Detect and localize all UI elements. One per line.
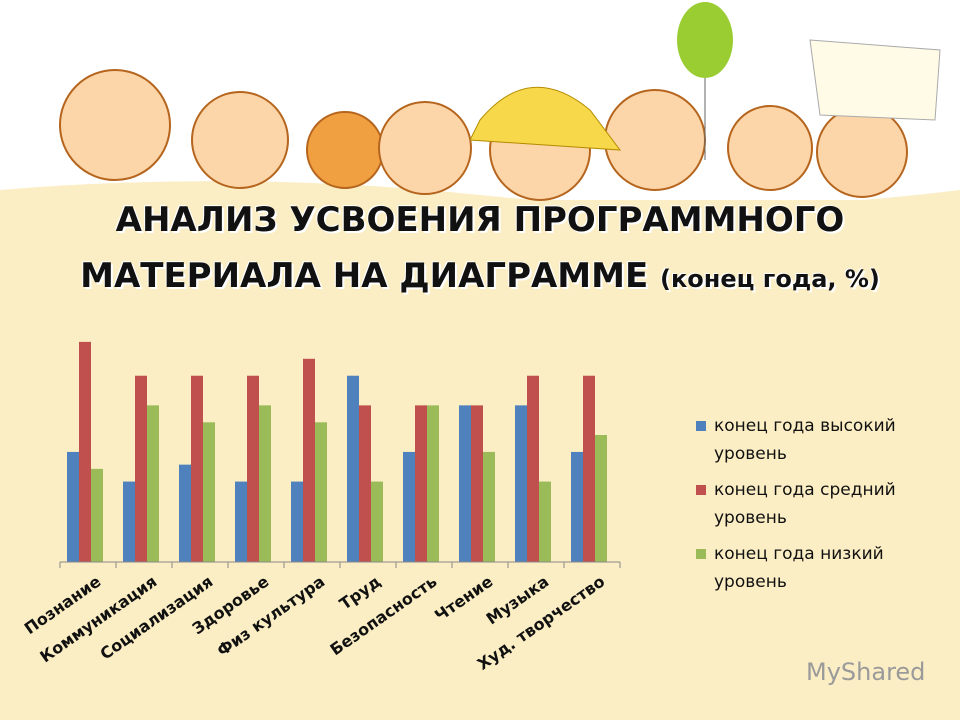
legend-label: конец года высокий уровень [714,416,896,464]
bar [583,375,595,562]
legend: конец года высокий уровень конец года сре… [694,412,934,604]
bar [247,375,259,562]
legend-item: конец года средний уровень [694,476,934,532]
bar [527,375,539,562]
bar [515,405,527,562]
bar [347,375,359,562]
legend-swatch [696,485,706,495]
bar [203,422,215,562]
bar [67,451,79,562]
bar [179,464,191,562]
title-text: АНАЛИЗ УСВОЕНИЯ ПРОГРАММНОГО МАТЕРИАЛА Н… [80,200,845,296]
legend-item: конец года низкий уровень [694,540,934,596]
bar [459,405,471,562]
bar [471,405,483,562]
bar [539,481,551,562]
legend-swatch [696,421,706,431]
chart-subtitle: (конец года, %) [660,265,880,293]
bar [147,405,159,562]
legend-item: конец года высокий уровень [694,412,934,468]
legend-label: конец года средний уровень [714,480,896,528]
bar [79,341,91,562]
watermark: MyShared [806,658,926,686]
bar [595,435,607,562]
x-tick-label: Безопасность [327,572,441,660]
chart-title: АНАЛИЗ УСВОЕНИЯ ПРОГРАММНОГО МАТЕРИАЛА Н… [40,192,920,307]
bar [259,405,271,562]
legend-label: конец года низкий уровень [714,544,884,592]
bar [427,405,439,562]
bar [235,481,247,562]
bar [403,451,415,562]
bar [303,358,315,562]
legend-swatch [696,549,706,559]
bar [315,422,327,562]
bar [371,481,383,562]
bar [571,451,583,562]
bar [135,375,147,562]
bar [483,451,495,562]
bar [415,405,427,562]
bar [91,468,103,562]
bar [359,405,371,562]
bar [191,375,203,562]
bar [123,481,135,562]
bar [291,481,303,562]
